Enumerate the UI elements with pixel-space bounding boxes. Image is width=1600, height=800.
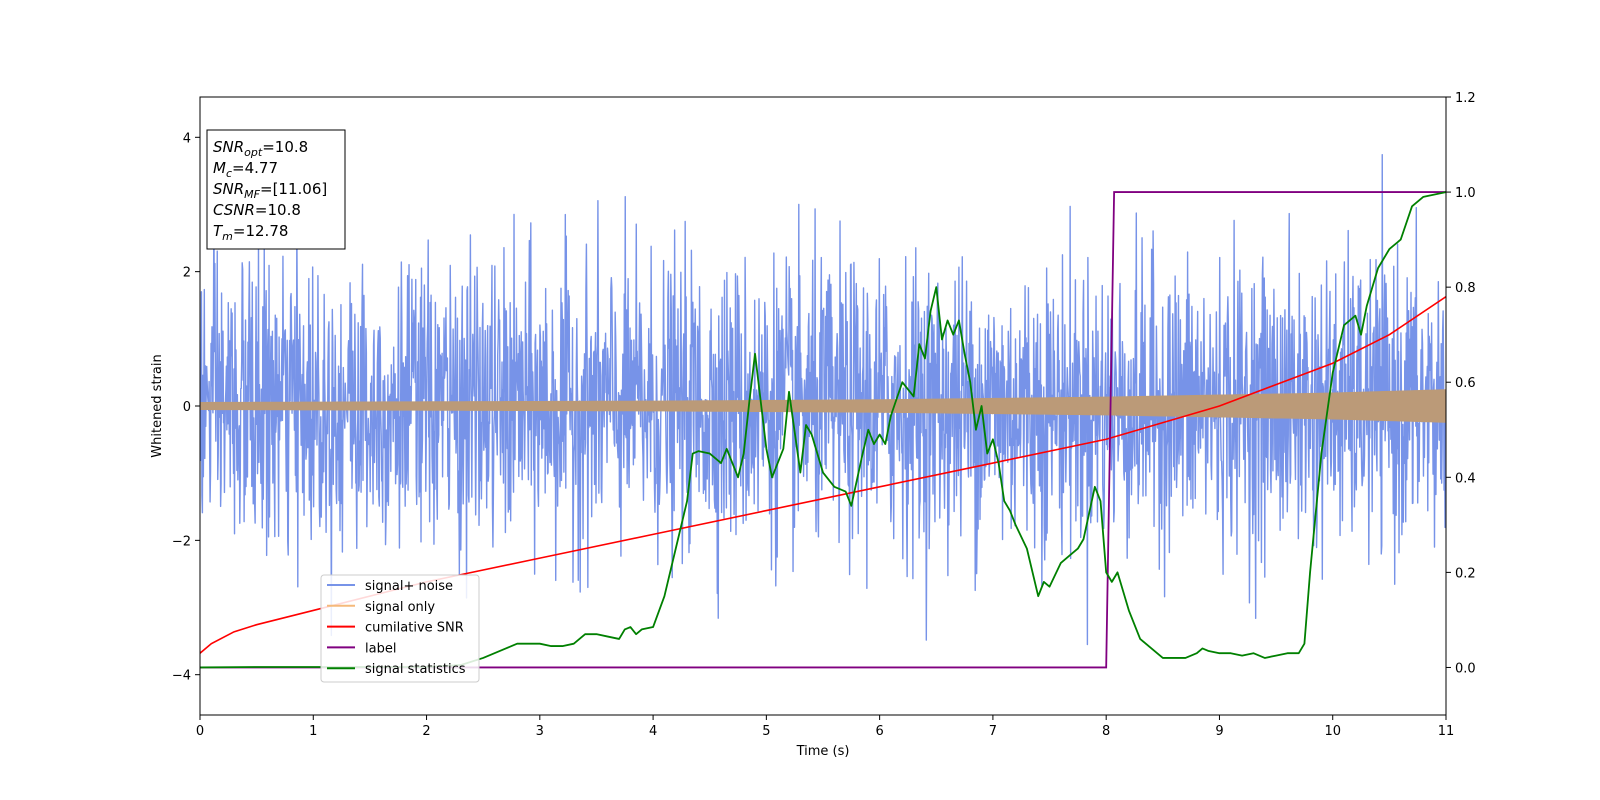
series-signal-only — [200, 389, 1446, 423]
x-tick-label: 8 — [1102, 724, 1110, 739]
y2-tick-label: 0.2 — [1455, 566, 1476, 581]
x-tick-label: 3 — [536, 724, 544, 739]
x-tick-label: 11 — [1438, 724, 1455, 739]
annotation-subscript: c — [226, 167, 232, 180]
annotation-value: =10.8 — [255, 201, 301, 219]
legend-entry: signal statistics — [365, 662, 466, 677]
x-tick-label: 4 — [649, 724, 657, 739]
annotation-symbol: T — [213, 222, 224, 240]
data-layer — [200, 153, 1446, 669]
y2-tick-label: 0.8 — [1455, 281, 1476, 296]
x-tick-label: 6 — [875, 724, 883, 739]
y2-tick-label: 1.2 — [1455, 91, 1476, 106]
x-axis-label: Time (s) — [796, 744, 850, 759]
annotation-line: CSNR=10.8 — [213, 201, 301, 219]
x-tick-label: 5 — [762, 724, 770, 739]
x-axis: 0 1 2 3 4 5 6 7 8 9 10 11 — [196, 715, 1454, 739]
annotation-line: Tm=12.78 — [213, 222, 288, 243]
legend: signal+ noise signal only cumilative SNR la… — [320, 574, 480, 683]
series-label — [200, 191, 1446, 669]
annotation-line: SNRopt=10.8 — [213, 138, 308, 159]
annotation-symbol: M — [213, 159, 226, 177]
y-tick-label: 0 — [183, 400, 191, 415]
annotation-subscript: opt — [244, 146, 263, 159]
annotation-box: SNRopt=10.8Mc=4.77SNRMF=[11.06]CSNR=10.8… — [206, 129, 346, 250]
annotation-frame — [206, 129, 346, 250]
legend-entry: label — [365, 641, 396, 656]
y-tick-label: −4 — [172, 669, 191, 684]
y2-tick-label: 1.0 — [1455, 186, 1476, 201]
x-tick-label: 7 — [989, 724, 997, 739]
annotation-symbol: SNR — [213, 138, 244, 156]
y2-tick-label: 0.0 — [1455, 661, 1476, 676]
y-tick-label: 4 — [183, 131, 191, 146]
annotation-symbol: SNR — [213, 180, 244, 198]
y-axis-label: Whitened strain — [150, 354, 165, 457]
y-axis-left: −4 −2 0 2 4 — [172, 131, 200, 684]
y-tick-label: 2 — [183, 266, 191, 281]
legend-entry: signal only — [365, 600, 435, 615]
y-axis-right: 0.0 0.2 0.4 0.6 0.8 1.0 1.2 — [1446, 91, 1476, 676]
annotation-value: =[11.06] — [260, 180, 327, 198]
legend-frame — [320, 574, 480, 683]
annotation-line: SNRMF=[11.06] — [213, 180, 327, 201]
y2-tick-label: 0.6 — [1455, 376, 1476, 391]
legend-entry: signal+ noise — [365, 579, 453, 594]
y2-tick-label: 0.4 — [1455, 471, 1476, 486]
annotation-subscript: m — [222, 230, 233, 243]
y-tick-label: −2 — [172, 534, 191, 549]
legend-entry: cumilative SNR — [365, 621, 464, 636]
series-cumulative-snr — [200, 295, 1446, 654]
annotation-value: =10.8 — [262, 138, 308, 156]
x-tick-label: 2 — [422, 724, 430, 739]
annotation-symbol: CSNR — [213, 201, 255, 219]
annotation-value: =4.77 — [232, 159, 278, 177]
series-signal-statistics — [200, 191, 1446, 669]
annotation-value: =12.78 — [233, 222, 289, 240]
x-tick-label: 10 — [1324, 724, 1341, 739]
x-tick-label: 9 — [1215, 724, 1223, 739]
annotation-subscript: MF — [244, 188, 260, 201]
x-tick-label: 1 — [309, 724, 317, 739]
annotation-line: Mc=4.77 — [213, 159, 278, 180]
series-signal-plus-noise — [200, 153, 1446, 646]
x-tick-label: 0 — [196, 724, 204, 739]
